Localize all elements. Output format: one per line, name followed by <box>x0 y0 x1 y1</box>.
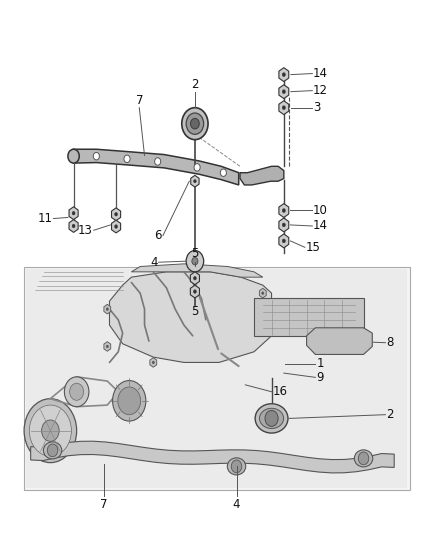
Polygon shape <box>131 264 263 277</box>
Text: 11: 11 <box>38 212 53 225</box>
FancyArrowPatch shape <box>221 353 239 366</box>
Circle shape <box>194 180 196 183</box>
Circle shape <box>70 383 84 400</box>
Polygon shape <box>31 441 394 473</box>
Circle shape <box>194 164 200 171</box>
Text: 7: 7 <box>135 94 143 107</box>
Text: 14: 14 <box>313 220 328 232</box>
Circle shape <box>282 106 286 110</box>
Circle shape <box>192 257 198 265</box>
Polygon shape <box>112 208 120 221</box>
Text: 4: 4 <box>233 498 240 511</box>
Polygon shape <box>254 298 364 336</box>
Bar <box>24 266 410 490</box>
Circle shape <box>152 361 155 364</box>
Circle shape <box>282 72 286 77</box>
Polygon shape <box>279 218 289 232</box>
Text: 3: 3 <box>313 101 321 114</box>
Circle shape <box>194 277 196 280</box>
Text: 9: 9 <box>316 371 324 384</box>
Circle shape <box>47 444 58 457</box>
Text: 10: 10 <box>313 204 328 216</box>
Polygon shape <box>279 234 289 248</box>
Polygon shape <box>279 68 289 82</box>
Polygon shape <box>69 207 78 220</box>
Text: 1: 1 <box>316 357 324 370</box>
Circle shape <box>106 345 109 348</box>
Circle shape <box>72 212 75 215</box>
Ellipse shape <box>354 450 373 467</box>
Polygon shape <box>307 328 372 354</box>
Circle shape <box>186 113 204 134</box>
Polygon shape <box>279 204 289 217</box>
Circle shape <box>24 399 77 463</box>
Circle shape <box>29 405 71 456</box>
Circle shape <box>231 460 242 473</box>
Text: 16: 16 <box>272 385 287 398</box>
Text: 4: 4 <box>150 256 158 269</box>
Circle shape <box>113 381 146 421</box>
Circle shape <box>282 223 286 227</box>
Circle shape <box>194 290 196 293</box>
Circle shape <box>72 224 75 228</box>
Polygon shape <box>259 288 266 298</box>
Polygon shape <box>150 358 157 367</box>
Circle shape <box>282 90 286 94</box>
Circle shape <box>261 292 264 295</box>
Circle shape <box>265 410 278 426</box>
Ellipse shape <box>259 408 284 429</box>
Polygon shape <box>69 220 78 232</box>
Circle shape <box>115 225 117 228</box>
Circle shape <box>64 377 89 407</box>
Text: 15: 15 <box>306 241 321 254</box>
Text: 5: 5 <box>191 247 198 260</box>
Polygon shape <box>279 85 289 99</box>
Circle shape <box>115 213 117 216</box>
Text: 12: 12 <box>313 84 328 97</box>
Text: 5: 5 <box>191 305 198 318</box>
Polygon shape <box>279 101 289 115</box>
Text: 2: 2 <box>386 408 394 421</box>
Polygon shape <box>191 272 199 285</box>
Text: 8: 8 <box>386 336 394 349</box>
FancyArrowPatch shape <box>194 280 218 349</box>
Polygon shape <box>112 220 120 233</box>
Text: 2: 2 <box>191 78 199 91</box>
Circle shape <box>42 420 59 441</box>
Circle shape <box>106 308 109 311</box>
Text: 7: 7 <box>100 498 108 511</box>
Bar <box>26 269 407 488</box>
Text: 14: 14 <box>313 67 328 80</box>
Polygon shape <box>191 175 199 187</box>
Polygon shape <box>104 304 111 314</box>
Ellipse shape <box>43 442 62 459</box>
Ellipse shape <box>227 458 246 475</box>
Circle shape <box>93 152 99 160</box>
Circle shape <box>155 158 161 165</box>
Circle shape <box>358 452 369 465</box>
Circle shape <box>282 208 286 213</box>
Circle shape <box>118 387 141 415</box>
Polygon shape <box>240 166 284 185</box>
Circle shape <box>124 155 130 163</box>
Text: 13: 13 <box>78 224 93 237</box>
Circle shape <box>282 239 286 243</box>
Ellipse shape <box>255 404 288 433</box>
Polygon shape <box>191 285 199 298</box>
Circle shape <box>191 118 199 129</box>
Text: 6: 6 <box>155 229 162 242</box>
Circle shape <box>186 251 204 272</box>
Polygon shape <box>74 149 239 185</box>
Circle shape <box>68 149 79 163</box>
Polygon shape <box>110 272 272 362</box>
Circle shape <box>182 108 208 140</box>
Circle shape <box>220 169 226 176</box>
Polygon shape <box>104 342 111 351</box>
